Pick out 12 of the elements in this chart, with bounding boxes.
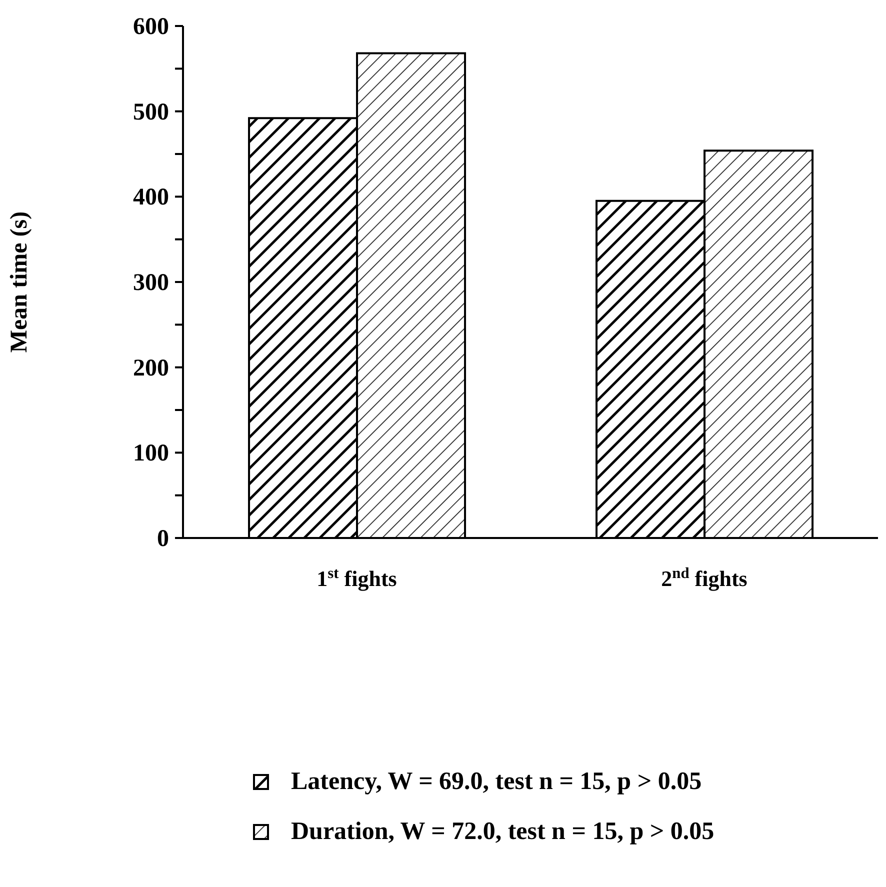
y-tick-label: 300 (133, 270, 169, 296)
y-tick-label: 100 (133, 440, 169, 467)
legend-label: Latency, W = 69.0, test n = 15, p > 0.05 (291, 768, 702, 796)
y-tick-label: 200 (133, 355, 169, 382)
y-tick-label: 600 (133, 14, 169, 40)
x-tick-label: 2$^{nd}$ fights (661, 564, 748, 591)
y-tick-label: 500 (133, 99, 169, 126)
y-tick-label: 400 (133, 184, 169, 211)
legend-label: Duration, W = 72.0, test n = 15, p > 0.05 (291, 818, 714, 846)
y-tick-label: 0 (157, 526, 169, 552)
y-axis-title: Mean time (s) (6, 211, 33, 353)
x-tick-label: 1$^{st}$ fights (316, 564, 398, 591)
